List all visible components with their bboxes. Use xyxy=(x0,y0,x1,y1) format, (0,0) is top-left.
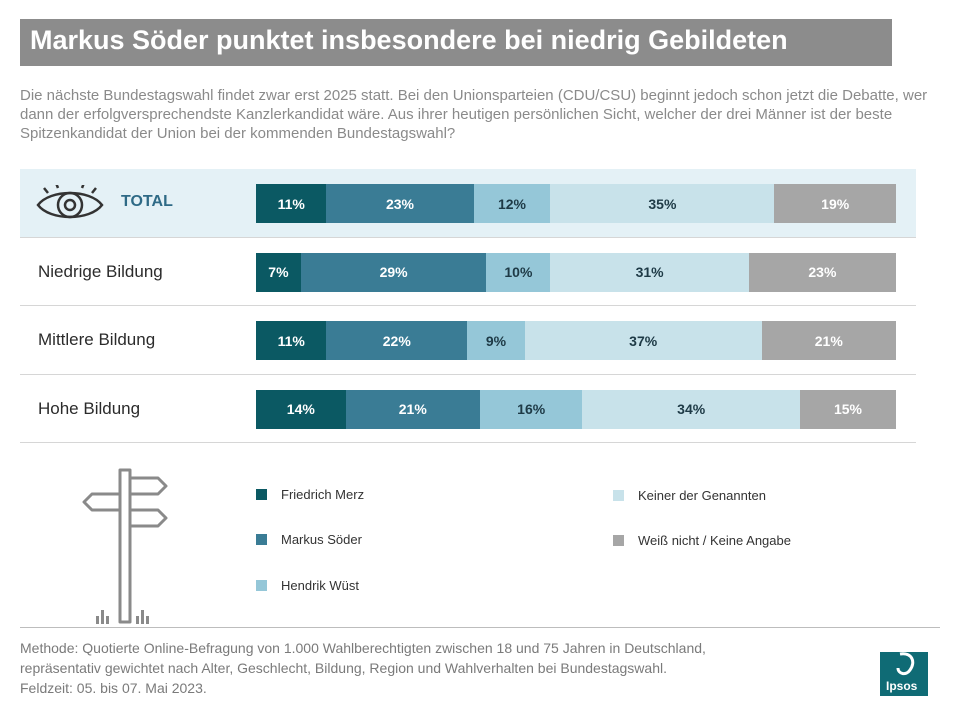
legend-label: Keiner der Genannten xyxy=(638,488,766,503)
chart-title: Markus Söder punktet insbesondere bei ni… xyxy=(20,19,892,66)
bar-segment: 37% xyxy=(524,321,762,360)
row-divider xyxy=(20,442,916,443)
legend-swatch xyxy=(256,534,267,545)
footnote-line-3: Feldzeit: 05. bis 07. Mai 2023. xyxy=(20,680,207,696)
legend-label: Friedrich Merz xyxy=(281,487,365,502)
legend-item: Friedrich Merz xyxy=(256,487,364,502)
legend-swatch xyxy=(613,490,624,501)
logo-text: Ipsos xyxy=(886,679,918,693)
eye-icon xyxy=(36,185,104,219)
signpost-icon xyxy=(82,468,168,624)
bar-segment: 21% xyxy=(345,389,480,429)
legend-label: Weiß nicht / Keine Angabe xyxy=(638,533,791,548)
bar-segment: 10% xyxy=(486,252,551,292)
legend-label: Markus Söder xyxy=(281,532,362,547)
footnote-line-2: repräsentativ gewichtet nach Alter, Gesc… xyxy=(20,660,667,676)
footnote: Methode: Quotierte Online-Befragung von … xyxy=(20,638,870,698)
category-label: Hohe Bildung xyxy=(38,398,141,418)
logo-mark-icon xyxy=(896,652,915,676)
bar-segment: 23% xyxy=(326,184,474,223)
bar-segment: 19% xyxy=(774,184,896,223)
legend-item: Hendrik Wüst xyxy=(256,578,359,593)
bar-segment: 35% xyxy=(550,184,775,223)
row-divider xyxy=(20,305,916,306)
bar-segment: 16% xyxy=(480,389,583,429)
legend-label: Hendrik Wüst xyxy=(281,578,360,593)
legend-swatch xyxy=(256,489,267,500)
bar-segment: 11% xyxy=(256,321,327,360)
category-label: TOTAL xyxy=(121,193,173,210)
bar-segment: 12% xyxy=(473,184,551,223)
legend-swatch xyxy=(613,535,624,546)
legend-swatch xyxy=(256,580,267,591)
bar-segment: 15% xyxy=(800,389,896,429)
bar-segment: 14% xyxy=(256,389,346,429)
footer-divider xyxy=(20,627,940,628)
chart-subtitle: Die nächste Bundestagswahl findet zwar e… xyxy=(20,87,928,142)
bar-segment: 11% xyxy=(256,184,327,223)
bar-segment: 21% xyxy=(761,321,896,360)
legend-item: Weiß nicht / Keine Angabe xyxy=(613,533,791,548)
bar-segment: 7% xyxy=(256,252,301,292)
category-label: Niedrige Bildung xyxy=(38,261,163,281)
bar-segment: 29% xyxy=(300,252,487,292)
legend-item: Markus Söder xyxy=(256,532,362,547)
row-divider xyxy=(20,373,916,375)
bar-segment: 22% xyxy=(326,321,468,360)
legend-item: Keiner der Genannten xyxy=(613,488,766,503)
ipsos-logo: Ipsos xyxy=(880,652,928,696)
row-divider xyxy=(20,236,916,238)
bar-segment: 9% xyxy=(467,321,525,360)
bar-segment: 23% xyxy=(748,252,896,292)
footnote-line-1: Methode: Quotierte Online-Befragung von … xyxy=(20,640,706,656)
bar-segment: 34% xyxy=(582,389,800,429)
category-label: Mittlere Bildung xyxy=(38,330,156,349)
bar-segment: 31% xyxy=(550,252,749,292)
